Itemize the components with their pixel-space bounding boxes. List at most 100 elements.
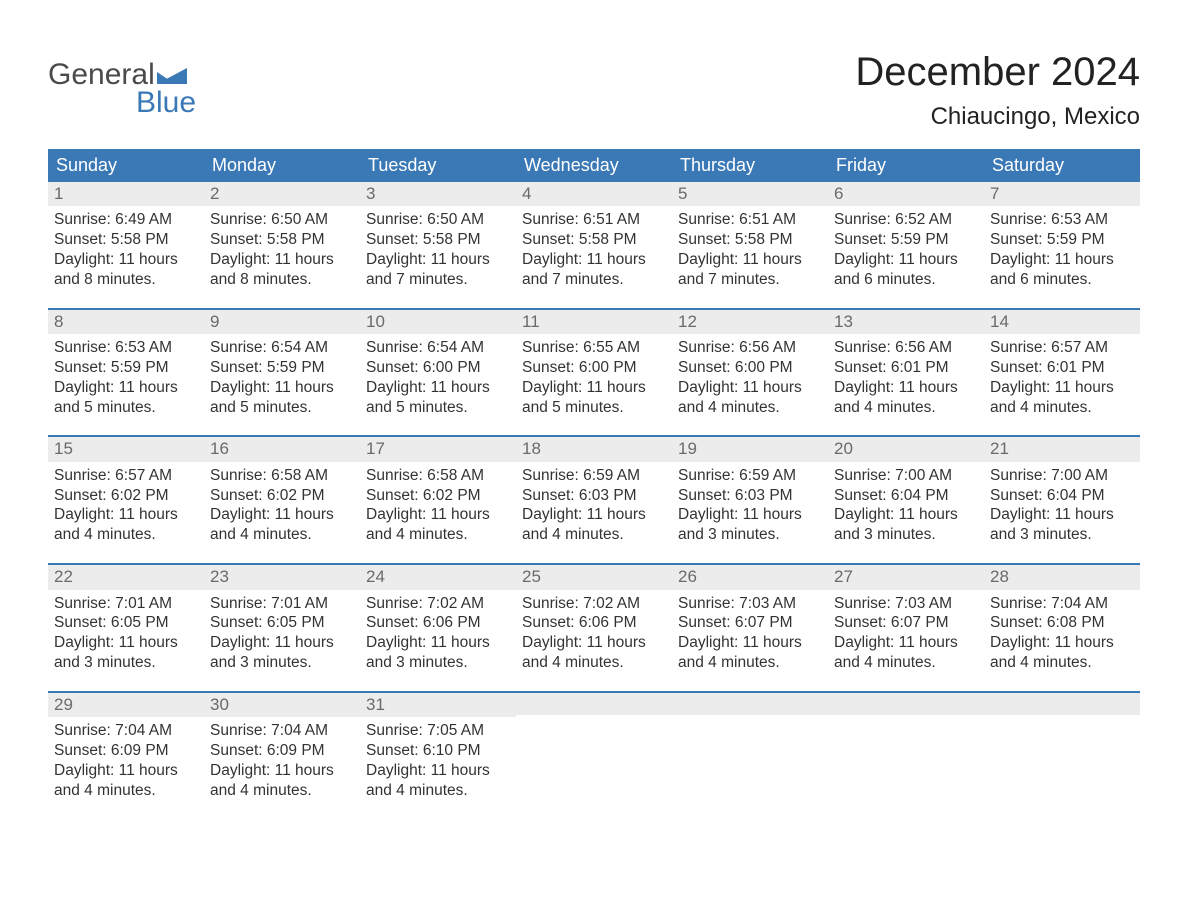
sunset-text: Sunset: 6:09 PM (54, 741, 198, 761)
day-number: 11 (516, 310, 672, 334)
daylight-line1: Daylight: 11 hours (210, 250, 354, 270)
sunset-text: Sunset: 6:00 PM (522, 358, 666, 378)
day-number (828, 693, 984, 715)
day-details: Sunrise: 7:04 AMSunset: 6:09 PMDaylight:… (204, 717, 360, 804)
daylight-line1: Daylight: 11 hours (990, 378, 1134, 398)
title-block: December 2024 Chiaucingo, Mexico (855, 50, 1140, 131)
week-row: 8Sunrise: 6:53 AMSunset: 5:59 PMDaylight… (48, 308, 1140, 422)
day-details: Sunrise: 6:51 AMSunset: 5:58 PMDaylight:… (672, 206, 828, 293)
day-number: 4 (516, 182, 672, 206)
sunrise-text: Sunrise: 6:54 AM (366, 338, 510, 358)
day-number: 27 (828, 565, 984, 589)
day-number: 21 (984, 437, 1140, 461)
sunrise-text: Sunrise: 7:01 AM (210, 594, 354, 614)
daylight-line1: Daylight: 11 hours (990, 250, 1134, 270)
sunset-text: Sunset: 6:04 PM (834, 486, 978, 506)
day-number: 25 (516, 565, 672, 589)
sunset-text: Sunset: 6:05 PM (54, 613, 198, 633)
day-number (984, 693, 1140, 715)
daylight-line1: Daylight: 11 hours (366, 378, 510, 398)
day-number: 1 (48, 182, 204, 206)
day-number: 9 (204, 310, 360, 334)
sunrise-text: Sunrise: 6:54 AM (210, 338, 354, 358)
day-header-wed: Wednesday (516, 149, 672, 182)
daylight-line2: and 4 minutes. (210, 781, 354, 801)
day-cell: 24Sunrise: 7:02 AMSunset: 6:06 PMDayligh… (360, 565, 516, 677)
daylight-line1: Daylight: 11 hours (834, 633, 978, 653)
sunrise-text: Sunrise: 7:02 AM (522, 594, 666, 614)
day-details: Sunrise: 6:53 AMSunset: 5:59 PMDaylight:… (984, 206, 1140, 293)
daylight-line2: and 8 minutes. (54, 270, 198, 290)
sunrise-text: Sunrise: 6:55 AM (522, 338, 666, 358)
sunset-text: Sunset: 6:10 PM (366, 741, 510, 761)
day-cell: 25Sunrise: 7:02 AMSunset: 6:06 PMDayligh… (516, 565, 672, 677)
day-details: Sunrise: 6:50 AMSunset: 5:58 PMDaylight:… (360, 206, 516, 293)
daylight-line1: Daylight: 11 hours (54, 633, 198, 653)
sunset-text: Sunset: 5:58 PM (210, 230, 354, 250)
sunrise-text: Sunrise: 6:57 AM (54, 466, 198, 486)
sunset-text: Sunset: 5:59 PM (834, 230, 978, 250)
daylight-line2: and 4 minutes. (678, 653, 822, 673)
day-number (672, 693, 828, 715)
brand-word2: Blue (48, 88, 196, 118)
day-details: Sunrise: 6:56 AMSunset: 6:00 PMDaylight:… (672, 334, 828, 421)
day-header-thu: Thursday (672, 149, 828, 182)
daylight-line1: Daylight: 11 hours (210, 505, 354, 525)
week-row: 15Sunrise: 6:57 AMSunset: 6:02 PMDayligh… (48, 435, 1140, 549)
day-cell: 3Sunrise: 6:50 AMSunset: 5:58 PMDaylight… (360, 182, 516, 294)
day-details: Sunrise: 7:04 AMSunset: 6:09 PMDaylight:… (48, 717, 204, 804)
daylight-line2: and 5 minutes. (522, 398, 666, 418)
day-cell: 2Sunrise: 6:50 AMSunset: 5:58 PMDaylight… (204, 182, 360, 294)
sunset-text: Sunset: 6:00 PM (366, 358, 510, 378)
daylight-line1: Daylight: 11 hours (522, 250, 666, 270)
daylight-line1: Daylight: 11 hours (54, 378, 198, 398)
day-details: Sunrise: 6:52 AMSunset: 5:59 PMDaylight:… (828, 206, 984, 293)
sunset-text: Sunset: 6:02 PM (54, 486, 198, 506)
sunset-text: Sunset: 6:05 PM (210, 613, 354, 633)
sunrise-text: Sunrise: 6:59 AM (522, 466, 666, 486)
day-number: 3 (360, 182, 516, 206)
day-cell (984, 693, 1140, 805)
location-label: Chiaucingo, Mexico (855, 103, 1140, 131)
day-cell: 30Sunrise: 7:04 AMSunset: 6:09 PMDayligh… (204, 693, 360, 805)
calendar-grid: Sunday Monday Tuesday Wednesday Thursday… (48, 149, 1140, 805)
week-row: 22Sunrise: 7:01 AMSunset: 6:05 PMDayligh… (48, 563, 1140, 677)
day-cell: 1Sunrise: 6:49 AMSunset: 5:58 PMDaylight… (48, 182, 204, 294)
sunset-text: Sunset: 6:04 PM (990, 486, 1134, 506)
day-details: Sunrise: 6:54 AMSunset: 6:00 PMDaylight:… (360, 334, 516, 421)
sunrise-text: Sunrise: 7:03 AM (678, 594, 822, 614)
day-details: Sunrise: 6:50 AMSunset: 5:58 PMDaylight:… (204, 206, 360, 293)
day-details: Sunrise: 7:05 AMSunset: 6:10 PMDaylight:… (360, 717, 516, 804)
sunset-text: Sunset: 5:58 PM (522, 230, 666, 250)
daylight-line2: and 7 minutes. (522, 270, 666, 290)
sunset-text: Sunset: 5:59 PM (54, 358, 198, 378)
daylight-line1: Daylight: 11 hours (834, 505, 978, 525)
sunset-text: Sunset: 6:06 PM (366, 613, 510, 633)
daylight-line2: and 5 minutes. (54, 398, 198, 418)
sunrise-text: Sunrise: 7:05 AM (366, 721, 510, 741)
daylight-line1: Daylight: 11 hours (54, 505, 198, 525)
daylight-line1: Daylight: 11 hours (678, 250, 822, 270)
day-number (516, 693, 672, 715)
day-cell: 7Sunrise: 6:53 AMSunset: 5:59 PMDaylight… (984, 182, 1140, 294)
daylight-line2: and 4 minutes. (990, 398, 1134, 418)
day-cell (828, 693, 984, 805)
daylight-line1: Daylight: 11 hours (522, 378, 666, 398)
daylight-line2: and 3 minutes. (210, 653, 354, 673)
day-number: 23 (204, 565, 360, 589)
sunrise-text: Sunrise: 7:03 AM (834, 594, 978, 614)
sunrise-text: Sunrise: 6:58 AM (210, 466, 354, 486)
sunset-text: Sunset: 6:07 PM (678, 613, 822, 633)
day-header-mon: Monday (204, 149, 360, 182)
day-number: 30 (204, 693, 360, 717)
day-details: Sunrise: 6:57 AMSunset: 6:01 PMDaylight:… (984, 334, 1140, 421)
sunrise-text: Sunrise: 6:49 AM (54, 210, 198, 230)
daylight-line2: and 4 minutes. (54, 525, 198, 545)
day-details: Sunrise: 7:03 AMSunset: 6:07 PMDaylight:… (828, 590, 984, 677)
sunset-text: Sunset: 6:09 PM (210, 741, 354, 761)
sunrise-text: Sunrise: 6:53 AM (990, 210, 1134, 230)
sunrise-text: Sunrise: 6:56 AM (678, 338, 822, 358)
day-number: 31 (360, 693, 516, 717)
day-number: 22 (48, 565, 204, 589)
day-number: 8 (48, 310, 204, 334)
